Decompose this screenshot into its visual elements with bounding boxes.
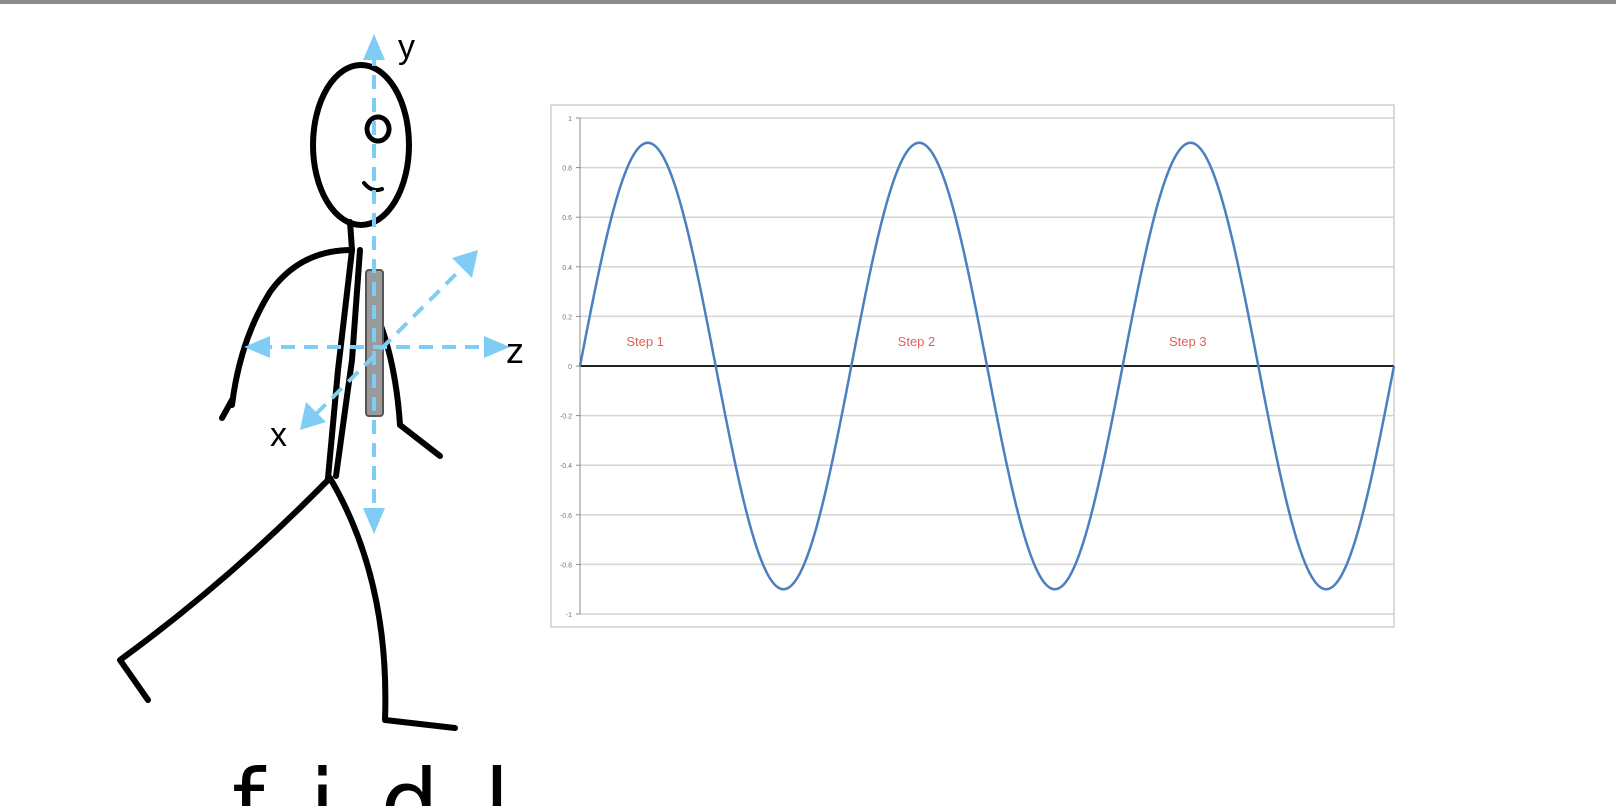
head — [313, 65, 409, 225]
z-axis-label: z — [506, 330, 524, 371]
y-tick-label: 0.6 — [562, 215, 572, 222]
y-tick-label: -0.6 — [560, 513, 572, 520]
y-tick-label: 0.8 — [562, 166, 572, 173]
x-axis-line — [312, 258, 472, 418]
back-leg — [120, 478, 330, 700]
stick-figure-illustration — [120, 65, 455, 728]
step-annotation-1: Step 1 — [626, 334, 664, 349]
y-tick-label: -1 — [566, 612, 572, 619]
step-annotation-3: Step 3 — [1169, 334, 1207, 349]
y-tick-label: 1 — [568, 116, 572, 123]
x-axis-label: x — [270, 416, 287, 454]
y-tick-label: 0.2 — [562, 314, 572, 321]
y-tick-label: -0.2 — [560, 414, 572, 421]
y-axis-label: y — [398, 28, 415, 66]
y-tick-label: -0.8 — [560, 562, 572, 569]
x-arrow-up-right-icon — [452, 250, 478, 278]
sine-wave-chart: 1 0.8 0.6 0.4 0.2 0 -0.2 -0.4 -0.6 -0.8 -1 Step 1 S… — [551, 105, 1394, 627]
step-annotation-2: Step 2 — [898, 334, 936, 349]
y-tick-label: 0.4 — [562, 265, 572, 272]
eye — [367, 117, 389, 141]
front-leg — [330, 478, 455, 728]
walking-accelerometer-figure: y z x 1 0.8 0.6 0.4 0.2 0 -0.2 -0.4 -0.6 -0.8 -1 S… — [0, 0, 1616, 760]
y-tick-label: 0 — [568, 364, 572, 371]
caption: f i d l — [0, 752, 1616, 806]
back-hand — [222, 400, 232, 418]
y-tick-label: -0.4 — [560, 463, 572, 470]
mouth — [364, 183, 382, 190]
y-arrow-up-icon — [363, 34, 385, 60]
caption-text: f i d l — [232, 758, 518, 806]
y-arrow-down-icon — [363, 508, 385, 534]
neck — [350, 222, 352, 250]
